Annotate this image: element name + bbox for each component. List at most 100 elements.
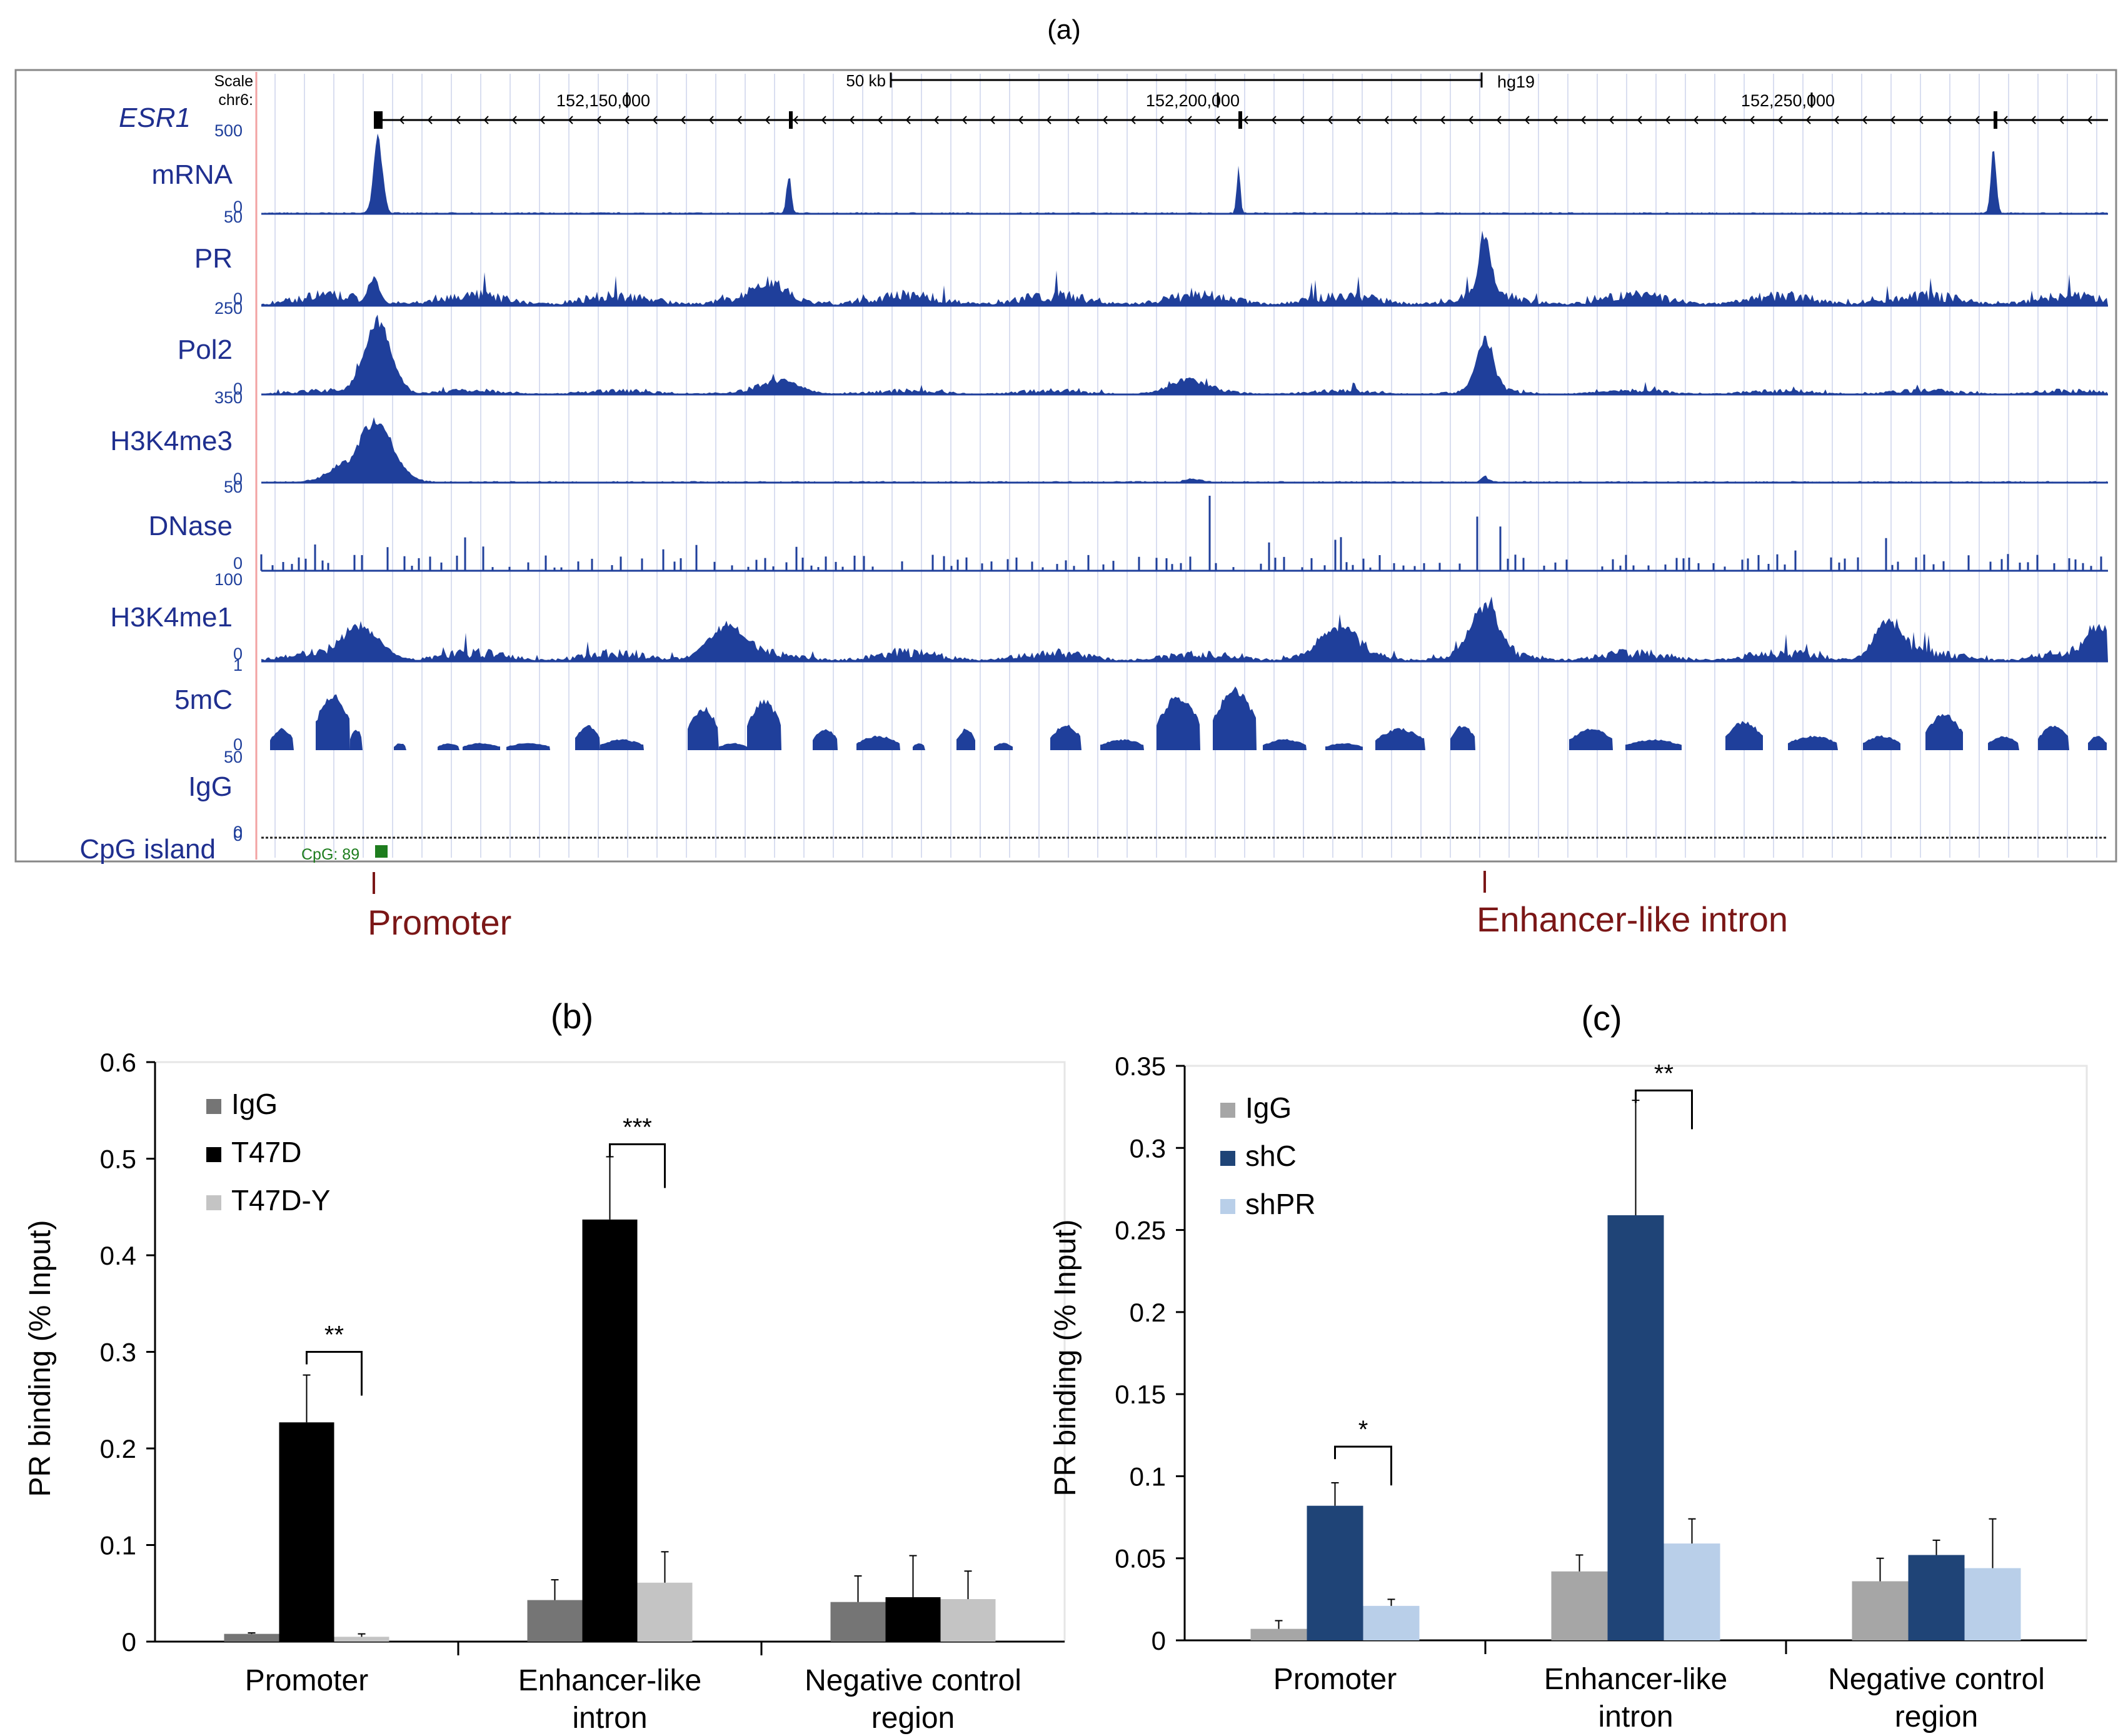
track-zero-IgG: 0 <box>233 823 243 841</box>
bar-IgG-2 <box>527 1600 583 1642</box>
signal-tracks: mRNA5000PR500Pol22500H3K4me33500DNase500… <box>110 121 2108 841</box>
track-max-Pol2: 250 <box>214 299 243 318</box>
strand-arrow <box>1580 116 1586 124</box>
legend-label-T47D-Y: T47D-Y <box>231 1184 330 1217</box>
strand-arrow <box>990 116 995 124</box>
bar-IgG-3 <box>830 1602 886 1642</box>
y-tick-label: 0 <box>1152 1626 1166 1655</box>
bar-T47D-Y-1 <box>334 1637 389 1642</box>
legend-swatch-T47D <box>206 1147 221 1162</box>
strand-arrow <box>540 116 545 124</box>
strand-arrow <box>1918 116 1924 124</box>
promoter-marker-label: Promoter <box>368 903 511 942</box>
track-signal-DNase <box>260 496 2102 571</box>
track-label-H3K4me1: H3K4me1 <box>110 602 233 633</box>
x-category-label: intron <box>1598 1700 1673 1733</box>
significance-label: *** <box>623 1113 652 1141</box>
strand-arrow <box>399 116 404 124</box>
track-max-PR: 50 <box>224 208 243 226</box>
legend-label-shC: shC <box>1245 1140 1297 1172</box>
strand-arrow <box>568 116 573 124</box>
strand-arrow <box>1018 116 1023 124</box>
strand-arrow <box>1609 116 1614 124</box>
assembly-label: hg19 <box>1497 73 1535 91</box>
y-tick-label: 0.15 <box>1115 1380 1166 1409</box>
x-category-label: Promoter <box>245 1664 368 1697</box>
strand-arrow <box>1496 116 1502 124</box>
bar-IgG-2 <box>1551 1571 1608 1640</box>
strand-arrow <box>905 116 911 124</box>
strand-arrow <box>1552 116 1558 124</box>
legend-swatch-IgG <box>1220 1103 1235 1118</box>
track-label-Pol2: Pol2 <box>178 334 233 365</box>
strand-arrow <box>1355 116 1361 124</box>
strand-arrow <box>877 116 883 124</box>
strand-arrow <box>2030 116 2036 124</box>
legend-label-IgG: IgG <box>1245 1091 1292 1124</box>
y-tick-label: 0.4 <box>100 1241 136 1270</box>
panel-c-label: (c) <box>1581 998 1622 1038</box>
strand-arrow <box>1777 116 1783 124</box>
panel-a: (a) ESR1 Scale chr6: 50 kb hg19 152,150,… <box>14 14 2117 942</box>
chart-b: (b) PR binding (% Input) 0 0.1 0.2 0.3 0.4 0.… <box>24 996 1066 1735</box>
strand-arrow <box>821 116 826 124</box>
strand-arrow <box>736 116 742 124</box>
track-zero-5mC: 0 <box>233 735 243 754</box>
bar-shPR-3 <box>1964 1568 2021 1640</box>
strand-arrow <box>1412 116 1417 124</box>
y-tick-label: 0.1 <box>100 1531 136 1560</box>
strand-arrow <box>1637 116 1642 124</box>
legend-label-T47D: T47D <box>231 1136 301 1168</box>
strand-arrow <box>708 116 714 124</box>
gene-label: ESR1 <box>119 103 191 133</box>
strand-arrow <box>1271 116 1277 124</box>
exon-3 <box>1238 111 1242 129</box>
strand-arrow <box>596 116 601 124</box>
bar-T47D-3 <box>885 1597 941 1642</box>
strand-arrow <box>1215 116 1220 124</box>
x-category-label: Enhancer-like <box>1544 1663 1727 1696</box>
bar-IgG-1 <box>1250 1628 1307 1640</box>
track-label-PR: PR <box>194 243 233 274</box>
track-max-H3K4me1: 100 <box>214 570 243 589</box>
strand-arrow <box>793 116 798 124</box>
coord-tick-3: 152,250,000 <box>1741 91 1835 110</box>
chart-c: (c) PR binding (% Input) 0 0.05 0.1 0.15 0.2… <box>1049 998 2088 1733</box>
panel-b-y-axis-title: PR binding (% Input) <box>24 1220 57 1497</box>
strand-arrow <box>1749 116 1755 124</box>
y-tick-label: 0.6 <box>100 1048 136 1077</box>
bar-T47D-Y-2 <box>637 1582 693 1642</box>
track-label-H3K4me3: H3K4me3 <box>110 426 233 456</box>
x-category-label: Negative control <box>805 1664 1021 1697</box>
panel-c-y-axis-title: PR binding (% Input) <box>1049 1220 1082 1497</box>
strand-arrow <box>1130 116 1136 124</box>
track-signal-PR <box>261 231 2108 306</box>
significance-bracket <box>306 1351 363 1396</box>
strand-arrow <box>1102 116 1108 124</box>
enhancer-marker-label: Enhancer-like intron <box>1477 900 1788 939</box>
significance-label: ** <box>324 1322 344 1349</box>
coord-tick-2: 152,200,000 <box>1146 91 1240 110</box>
strand-arrow <box>1074 116 1080 124</box>
track-zero-PR: 0 <box>233 289 243 308</box>
strand-arrow <box>1524 116 1530 124</box>
legend-swatch-shC <box>1220 1151 1235 1166</box>
strand-arrow <box>1243 116 1248 124</box>
strand-arrow <box>1046 116 1051 124</box>
strand-arrow <box>1187 116 1192 124</box>
bar-shC-2 <box>1607 1215 1664 1640</box>
strand-arrow <box>1721 116 1727 124</box>
track-zero-H3K4me1: 0 <box>233 645 243 663</box>
x-category-label: intron <box>572 1702 647 1735</box>
significance-bracket <box>1334 1445 1392 1486</box>
significance-label: * <box>1358 1416 1368 1443</box>
strand-arrow <box>1383 116 1389 124</box>
track-signal-H3K4me1 <box>261 596 2108 661</box>
cpg-track-zero: 0 <box>233 826 243 845</box>
exon-2 <box>789 111 793 129</box>
bar-shC-3 <box>1908 1555 1965 1640</box>
strand-arrow <box>483 116 489 124</box>
y-tick-label: 0.5 <box>100 1145 136 1174</box>
panel-a-label: (a) <box>1047 14 1081 45</box>
strand-arrow <box>933 116 939 124</box>
